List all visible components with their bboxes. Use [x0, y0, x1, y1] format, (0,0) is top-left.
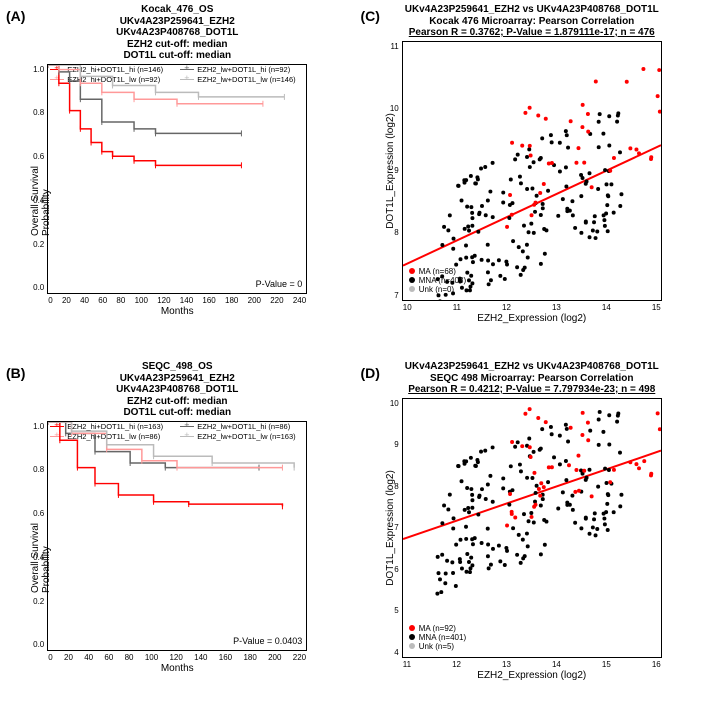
panel-label-d: (D) — [361, 365, 380, 381]
panel-b: (B) SEQC_498_OS UKv4A23P259641_EZH2 UKv4… — [0, 357, 355, 714]
xlabel-b: Months — [4, 663, 351, 674]
xlabel-c: EZH2_Expression (log2) — [359, 313, 706, 324]
xticks-c: 101112131415 — [403, 303, 661, 312]
title-line: UKv4A23P259641_EZH2 vs UKv4A23P408768_DO… — [359, 361, 706, 373]
scatter-plot-c: DOT1L_Expression (log2) 7891011 10111213… — [402, 41, 662, 301]
km-plot-a: EZH2_hi+DOT1L_hi (n=146)EZH2_lw+DOT1L_hi… — [47, 64, 307, 294]
title-line: EZH2 cut-off: median — [4, 39, 351, 51]
title-line: Pearson R = 0.4212; P-Value = 7.797934e-… — [359, 384, 706, 396]
pvalue-a: P-Value = 0 — [256, 279, 303, 289]
scatter-svg-d — [403, 399, 661, 657]
yticks-b: 0.00.20.40.60.81.0 — [30, 422, 44, 650]
scatter-plot-d: DOT1L_Expression (log2) 45678910 1112131… — [402, 398, 662, 658]
km-svg-b — [48, 422, 306, 650]
titles-c: UKv4A23P259641_EZH2 vs UKv4A23P408768_DO… — [359, 4, 706, 39]
titles-a: Kocak_476_OS UKv4A23P259641_EZH2 UKv4A23… — [4, 4, 351, 62]
xticks-d: 111213141516 — [403, 660, 661, 669]
title-line: UKv4A23P408768_DOT1L — [4, 384, 351, 396]
title-line: EZH2 cut-off: median — [4, 396, 351, 408]
km-plot-b: EZH2_hi+DOT1L_hi (n=163)EZH2_lw+DOT1L_hi… — [47, 421, 307, 651]
xlabel-a: Months — [4, 306, 351, 317]
title-line: Kocak_476_OS — [4, 4, 351, 16]
panel-a: (A) Kocak_476_OS UKv4A23P259641_EZH2 UKv… — [0, 0, 355, 357]
panel-d: (D) UKv4A23P259641_EZH2 vs UKv4A23P40876… — [355, 357, 709, 714]
title-line: SEQC 498 Microarray: Pearson Correlation — [359, 373, 706, 385]
yticks-c: 7891011 — [385, 42, 399, 300]
titles-b: SEQC_498_OS UKv4A23P259641_EZH2 UKv4A23P… — [4, 361, 351, 419]
title-line: UKv4A23P259641_EZH2 — [4, 373, 351, 385]
scatter-svg-c — [403, 42, 661, 300]
xticks-a: 020406080100120140160180200220240 — [48, 296, 306, 305]
km-svg-a — [48, 65, 306, 293]
yticks-d: 45678910 — [385, 399, 399, 657]
legend-sc-c: MA (n=68)MNA (n=408)Unk (n=0) — [409, 267, 466, 294]
xlabel-d: EZH2_Expression (log2) — [359, 670, 706, 681]
panel-label-b: (B) — [6, 365, 25, 381]
panel-label-c: (C) — [361, 8, 380, 24]
title-line: SEQC_498_OS — [4, 361, 351, 373]
title-line: UKv4A23P259641_EZH2 vs UKv4A23P408768_DO… — [359, 4, 706, 16]
legend-sc-d: MA (n=92)MNA (n=401)Unk (n=5) — [409, 624, 466, 651]
titles-d: UKv4A23P259641_EZH2 vs UKv4A23P408768_DO… — [359, 361, 706, 396]
panel-label-a: (A) — [6, 8, 25, 24]
title-line: DOT1L cut-off: median — [4, 50, 351, 62]
title-line: UKv4A23P259641_EZH2 — [4, 16, 351, 28]
title-line: Pearson R = 0.3762; P-Value = 1.879111e-… — [359, 27, 706, 39]
pvalue-b: P-Value = 0.0403 — [233, 636, 302, 646]
yticks-a: 0.00.20.40.60.81.0 — [30, 65, 44, 293]
panel-c: (C) UKv4A23P259641_EZH2 vs UKv4A23P40876… — [355, 0, 709, 357]
title-line: UKv4A23P408768_DOT1L — [4, 27, 351, 39]
title-line: DOT1L cut-off: median — [4, 407, 351, 419]
xticks-b: 020406080100120140160180200220 — [48, 653, 306, 662]
title-line: Kocak 476 Microarray: Pearson Correlatio… — [359, 16, 706, 28]
